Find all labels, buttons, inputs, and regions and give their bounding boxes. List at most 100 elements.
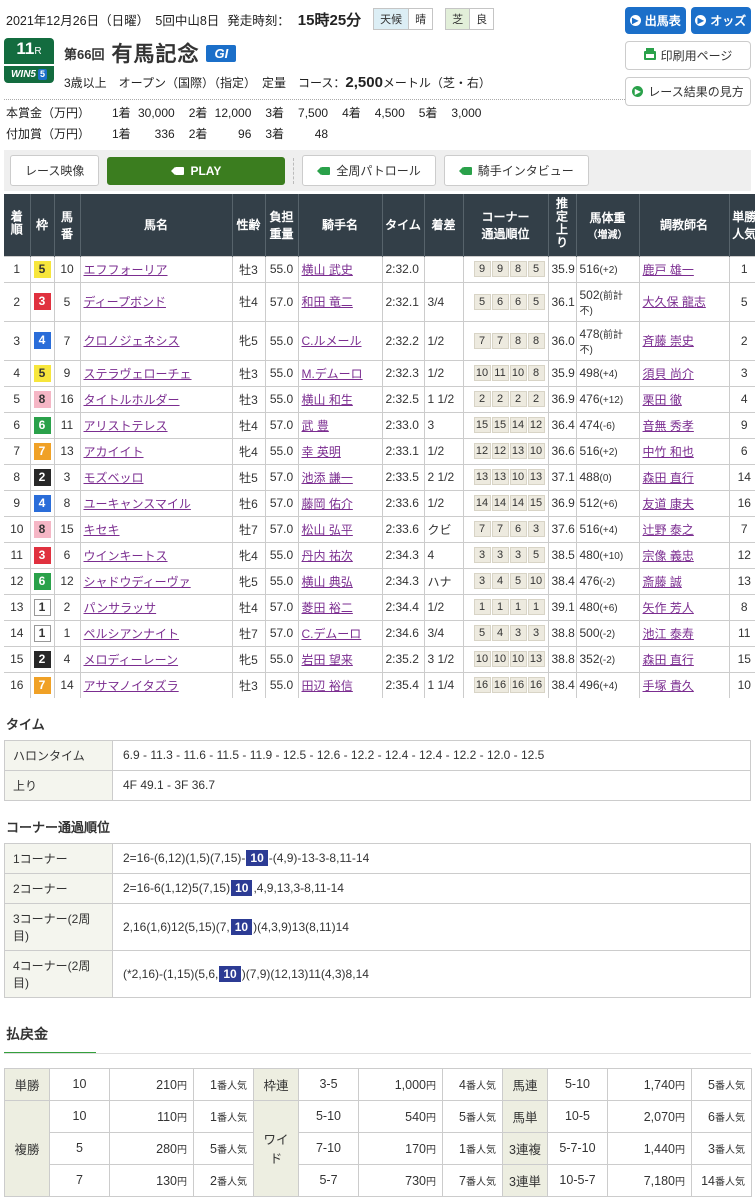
sex-age: 牡3 (231, 255, 265, 282)
trainer-link[interactable]: 森田 直行 (642, 470, 694, 485)
result-row: 7 7 13 アカイイト 牝4 55.0 幸 英明 2:33.1 1/2 12 1… (4, 437, 755, 464)
corner-pos-1: 15 (473, 417, 491, 433)
print-page-button[interactable]: 印刷用ページ (625, 41, 751, 70)
jockey-link[interactable]: C.ルメール (301, 334, 362, 348)
prize-amount: 96 (238, 127, 252, 141)
weight-carried: 55.0 (264, 671, 298, 698)
trainer-link[interactable]: 森田 直行 (642, 652, 694, 667)
trainer-link[interactable]: 友道 康夫 (642, 496, 694, 511)
horse-link[interactable]: エフフォーリア (83, 262, 168, 277)
play-button[interactable]: PLAY (107, 156, 286, 185)
frame-cell: 8 (29, 385, 54, 412)
win-favorite: 5 (728, 281, 755, 321)
horse-link[interactable]: ユーキャンスマイル (83, 496, 191, 511)
body-weight: 480(+10) (575, 541, 639, 568)
jockey-link[interactable]: 武 豊 (301, 418, 329, 433)
video-camera-icon (458, 166, 472, 175)
trainer-link[interactable]: 鹿戸 雄一 (642, 262, 694, 277)
jockey-link[interactable]: 藤岡 佑介 (301, 496, 353, 511)
jockey-link[interactable]: 菱田 裕二 (301, 600, 353, 615)
corner-pos-2: 10 (491, 651, 509, 667)
horse-link[interactable]: モズベッロ (83, 470, 144, 485)
video-camera-icon (317, 166, 331, 175)
results-guide-button[interactable]: ▶ レース結果の見方 (625, 77, 751, 106)
bonus-prize-values: 1着 336 2着 96 3着 48 (98, 125, 328, 142)
trainer-link[interactable]: 音無 秀孝 (642, 418, 694, 433)
horse-link[interactable]: アサマノイタズラ (83, 678, 179, 693)
trainer-link[interactable]: 宗像 義忠 (642, 548, 694, 563)
jockey-link[interactable]: C.デムーロ (301, 626, 362, 641)
horse-link[interactable]: タイトルホルダー (83, 392, 180, 407)
corner-row-label: 2コーナー (4, 872, 113, 904)
entries-button[interactable]: ▶ 出馬表 (625, 7, 686, 34)
jockey-link[interactable]: 池添 謙一 (301, 470, 353, 485)
margin: 1/2 (423, 593, 463, 620)
corner-pos-1: 14 (473, 495, 491, 511)
sex-age: 牡4 (231, 411, 265, 438)
jockey-link[interactable]: 松山 弘平 (301, 522, 353, 537)
jockey-link[interactable]: 和田 竜二 (301, 295, 353, 309)
win-favorite-rank: 1番人気 (193, 1067, 254, 1101)
jockey-link[interactable]: M.デムーロ (301, 366, 363, 381)
horse-number: 6 (53, 541, 80, 568)
frame-badge: 5 (33, 364, 51, 382)
jockey-link[interactable]: 横山 典弘 (301, 574, 353, 589)
finish-position: 8 (4, 463, 30, 490)
horse-link[interactable]: パンサラッサ (83, 600, 157, 615)
last-3f: 38.4 (547, 671, 576, 698)
corner-pos-4: 5 (527, 547, 545, 563)
corner-pos-2: 4 (491, 573, 509, 589)
horse-link[interactable]: アリストテレス (83, 418, 168, 433)
jockey-link[interactable]: 岩田 望来 (301, 652, 353, 667)
horse-name-cell: エフフォーリア (79, 255, 232, 282)
time-row: ハロンタイム 6.9 - 11.3 - 11.6 - 11.5 - 11.9 -… (4, 739, 751, 771)
jockey-link[interactable]: 田辺 裕信 (301, 678, 353, 693)
prize-place: 3着 (265, 127, 285, 141)
trainer-cell: 大久保 龍志 (638, 281, 729, 321)
margin: 3 (423, 411, 463, 438)
trainer-link[interactable]: 斉藤 崇史 (642, 334, 694, 348)
time-section-title: タイム (6, 716, 45, 732)
trainer-link[interactable]: 大久保 龍志 (642, 295, 706, 309)
jockey-link[interactable]: 横山 和生 (301, 392, 353, 407)
body-weight: 502(前計不) (575, 281, 639, 321)
horse-link[interactable]: ペルシアンナイト (83, 626, 180, 641)
trainer-link[interactable]: 斎藤 誠 (642, 574, 682, 589)
trainer-link[interactable]: 須貝 尚介 (642, 366, 694, 381)
horse-link[interactable]: ステラヴェローチェ (83, 366, 192, 381)
jockey-link[interactable]: 丹内 祐次 (301, 548, 353, 563)
patrol-video-button[interactable]: 全周パトロール (302, 155, 436, 186)
sex-age: 牡7 (231, 619, 265, 646)
trainer-link[interactable]: 矢作 芳人 (642, 600, 694, 615)
weight-carried: 57.0 (264, 515, 298, 542)
horse-link[interactable]: キセキ (83, 522, 120, 537)
trainer-link[interactable]: 池江 泰寿 (642, 626, 694, 641)
jockey-link[interactable]: 横山 武史 (301, 262, 353, 277)
corner-pos-4: 1 (527, 599, 545, 615)
horse-link[interactable]: ディープボンド (83, 295, 166, 309)
frame-badge: 7 (33, 676, 51, 694)
horse-link[interactable]: クロノジェネシス (83, 334, 180, 348)
time-table: ハロンタイム 6.9 - 11.3 - 11.6 - 11.5 - 11.9 -… (4, 739, 751, 801)
bonus-prize-row: 付加賞（万円） 1着 336 2着 96 3着 48 (4, 121, 751, 142)
trainer-link[interactable]: 辻野 泰之 (642, 522, 694, 537)
trainer-link[interactable]: 栗田 徹 (642, 392, 682, 407)
trainer-cell: 友道 康夫 (638, 489, 729, 516)
win-amount: 210円 (109, 1067, 194, 1101)
horse-name-cell: メロディーレーン (79, 645, 232, 672)
trainer-link[interactable]: 手塚 貴久 (642, 678, 694, 693)
weight-carried: 57.0 (264, 489, 298, 516)
horse-name-cell: クロノジェネシス (79, 320, 232, 360)
horse-name-cell: ペルシアンナイト (79, 619, 232, 646)
race-video-button[interactable]: レース映像 (10, 155, 100, 186)
horse-link[interactable]: シャドウディーヴァ (83, 574, 191, 589)
jockey-link[interactable]: 幸 英明 (301, 444, 341, 459)
horse-link[interactable]: メロディーレーン (83, 652, 179, 667)
jockey-interview-button[interactable]: 騎手インタビュー (443, 155, 589, 186)
odds-button[interactable]: ▶ オッズ (690, 7, 751, 34)
horse-link[interactable]: ウインキートス (83, 548, 168, 563)
frame-badge: 6 (33, 572, 51, 590)
horse-link[interactable]: アカイイト (83, 444, 144, 459)
trainer-link[interactable]: 中竹 和也 (642, 444, 694, 459)
